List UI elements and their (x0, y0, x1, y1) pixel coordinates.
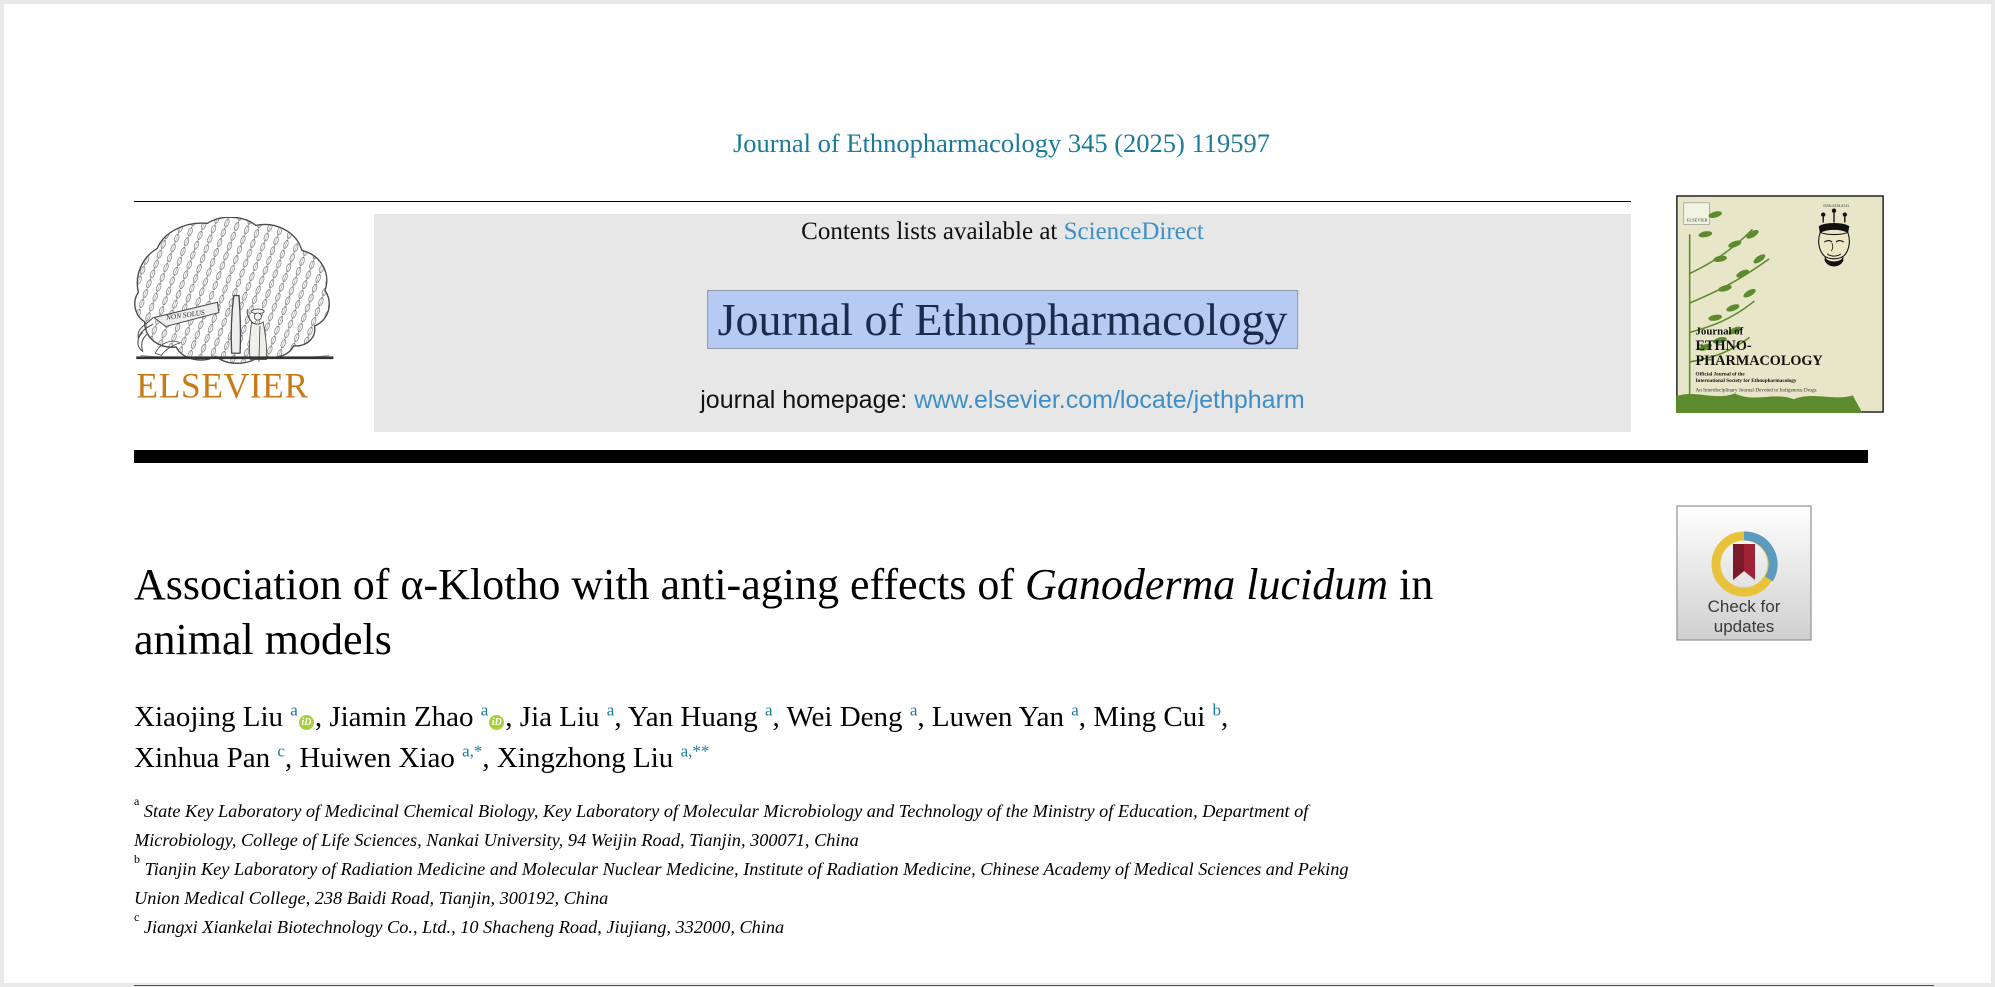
svg-text:Journal of: Journal of (1696, 325, 1744, 337)
svg-text:Official Journal of the: Official Journal of the (1696, 372, 1746, 378)
svg-text:Check for: Check for (1708, 597, 1781, 616)
svg-text:ISSN 0378-8741: ISSN 0378-8741 (1823, 204, 1849, 208)
svg-text:PHARMACOLOGY: PHARMACOLOGY (1696, 353, 1823, 369)
svg-text:International Society for Ethn: International Society for Ethnopharmacol… (1696, 378, 1797, 384)
svg-text:ELSEVIER: ELSEVIER (1687, 218, 1708, 223)
svg-text:ELSEVIER: ELSEVIER (136, 365, 308, 405)
svg-text:updates: updates (1714, 617, 1775, 636)
svg-text:ETHNO-: ETHNO- (1696, 338, 1752, 354)
svg-text:An Interdisciplinary Journal D: An Interdisciplinary Journal Devoted to … (1696, 387, 1817, 393)
